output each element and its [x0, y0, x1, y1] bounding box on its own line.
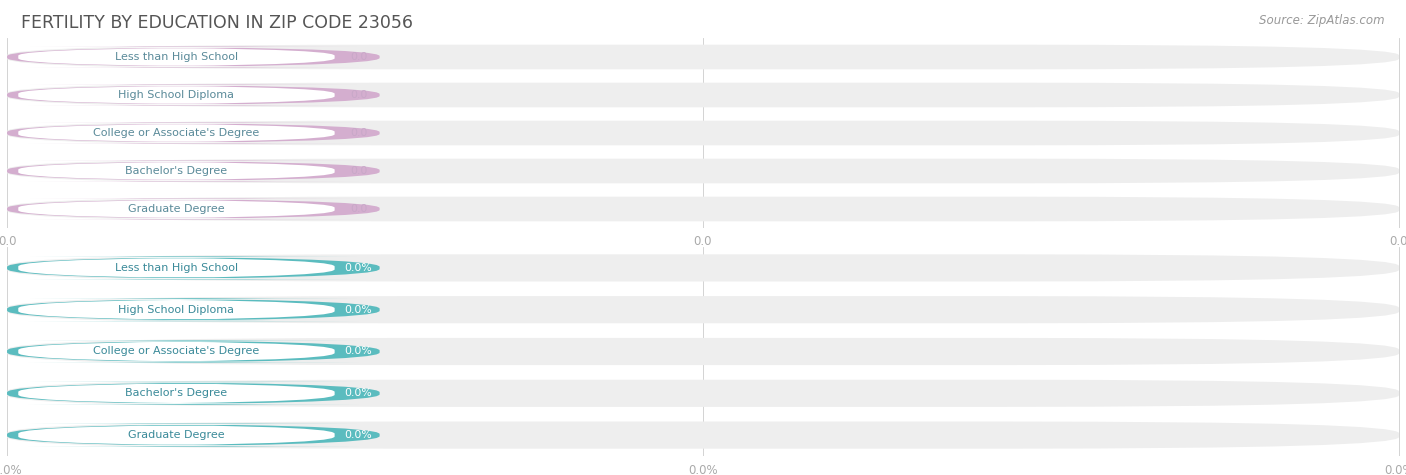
Text: 0.0%: 0.0% [344, 388, 373, 399]
FancyBboxPatch shape [18, 48, 335, 66]
Text: Graduate Degree: Graduate Degree [128, 204, 225, 214]
FancyBboxPatch shape [7, 199, 380, 219]
FancyBboxPatch shape [7, 421, 1399, 449]
Text: 0.0: 0.0 [0, 235, 17, 248]
FancyBboxPatch shape [7, 382, 380, 405]
Text: 0.0: 0.0 [1389, 235, 1406, 248]
FancyBboxPatch shape [7, 197, 1399, 221]
Text: Bachelor's Degree: Bachelor's Degree [125, 388, 228, 399]
Text: Less than High School: Less than High School [115, 52, 238, 62]
Text: 0.0: 0.0 [350, 90, 367, 100]
Text: 0.0%: 0.0% [688, 464, 718, 475]
Text: Less than High School: Less than High School [115, 263, 238, 273]
Text: 0.0%: 0.0% [344, 263, 373, 273]
Text: 0.0%: 0.0% [344, 346, 373, 357]
FancyBboxPatch shape [18, 257, 335, 278]
FancyBboxPatch shape [18, 162, 335, 180]
Text: Bachelor's Degree: Bachelor's Degree [125, 166, 228, 176]
FancyBboxPatch shape [7, 254, 1399, 282]
FancyBboxPatch shape [7, 83, 1399, 107]
FancyBboxPatch shape [7, 47, 380, 67]
FancyBboxPatch shape [7, 296, 1399, 323]
FancyBboxPatch shape [18, 124, 335, 142]
FancyBboxPatch shape [7, 380, 1399, 407]
Text: College or Associate's Degree: College or Associate's Degree [93, 346, 260, 357]
FancyBboxPatch shape [7, 340, 380, 363]
Text: 0.0%: 0.0% [1384, 464, 1406, 475]
Text: 0.0: 0.0 [693, 235, 713, 248]
Text: 0.0%: 0.0% [344, 304, 373, 315]
Text: College or Associate's Degree: College or Associate's Degree [93, 128, 260, 138]
FancyBboxPatch shape [7, 45, 1399, 69]
FancyBboxPatch shape [7, 123, 380, 143]
FancyBboxPatch shape [18, 341, 335, 362]
FancyBboxPatch shape [18, 86, 335, 104]
FancyBboxPatch shape [7, 256, 380, 279]
Text: Graduate Degree: Graduate Degree [128, 430, 225, 440]
FancyBboxPatch shape [7, 161, 380, 181]
FancyBboxPatch shape [7, 298, 380, 321]
FancyBboxPatch shape [7, 85, 380, 105]
FancyBboxPatch shape [7, 338, 1399, 365]
Text: 0.0%: 0.0% [0, 464, 22, 475]
Text: 0.0: 0.0 [350, 204, 367, 214]
Text: 0.0: 0.0 [350, 166, 367, 176]
Text: Source: ZipAtlas.com: Source: ZipAtlas.com [1260, 14, 1385, 27]
FancyBboxPatch shape [7, 424, 380, 446]
FancyBboxPatch shape [7, 159, 1399, 183]
Text: FERTILITY BY EDUCATION IN ZIP CODE 23056: FERTILITY BY EDUCATION IN ZIP CODE 23056 [21, 14, 413, 32]
Text: High School Diploma: High School Diploma [118, 90, 235, 100]
FancyBboxPatch shape [18, 383, 335, 404]
Text: 0.0%: 0.0% [344, 430, 373, 440]
FancyBboxPatch shape [7, 121, 1399, 145]
FancyBboxPatch shape [18, 200, 335, 219]
FancyBboxPatch shape [18, 425, 335, 446]
Text: 0.0: 0.0 [350, 128, 367, 138]
Text: High School Diploma: High School Diploma [118, 304, 235, 315]
FancyBboxPatch shape [18, 299, 335, 320]
Text: 0.0: 0.0 [350, 52, 367, 62]
